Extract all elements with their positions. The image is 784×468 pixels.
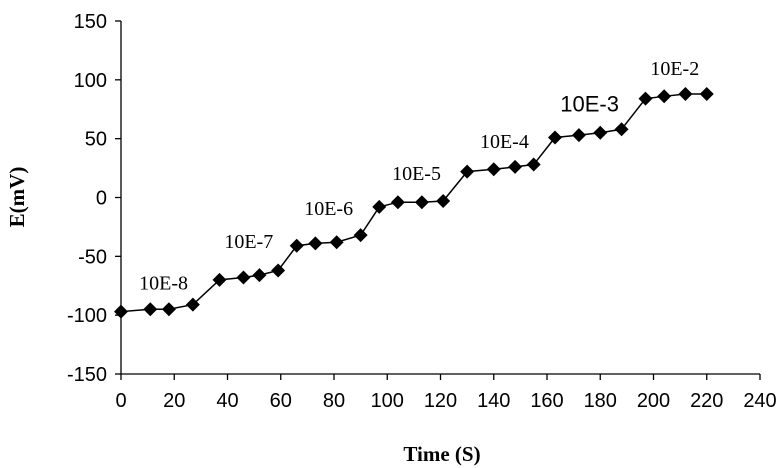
data-point-marker <box>252 268 267 283</box>
y-tick-label: -150 <box>67 364 107 386</box>
x-tick-label: 220 <box>690 390 723 412</box>
y-tick-label: -50 <box>78 246 107 268</box>
x-tick-label: 140 <box>477 390 510 412</box>
concentration-label: 10E-8 <box>139 272 188 294</box>
series-line <box>120 93 707 313</box>
data-point-marker <box>486 162 501 177</box>
data-point-marker <box>390 195 405 210</box>
data-point-marker <box>161 302 176 317</box>
data-point-marker <box>143 302 158 317</box>
annotations: 10E-8 10E-7 10E-6 10E-5 10E-4 10E-3 10E-2 <box>139 58 699 294</box>
data-point-marker <box>460 164 475 179</box>
y-tick-label: 150 <box>74 11 107 33</box>
data-point-marker <box>526 157 541 172</box>
data-point-marker <box>571 128 586 143</box>
concentration-label: 10E-4 <box>480 131 529 153</box>
data-point-marker <box>699 86 714 101</box>
y-tick-label: 100 <box>74 70 107 92</box>
data-point-marker <box>614 122 629 137</box>
x-tick-label: 60 <box>270 390 292 412</box>
data-point-marker <box>271 263 286 278</box>
x-tick-label: 80 <box>323 390 345 412</box>
data-point-marker <box>372 199 387 214</box>
y-axis-ticks: -150 -100 -50 0 50 100 150 <box>67 11 121 386</box>
x-tick-label: 120 <box>424 390 457 412</box>
data-point-marker <box>114 304 128 319</box>
data-point-marker <box>657 89 672 104</box>
data-point-marker <box>547 130 562 145</box>
data-point-marker <box>593 125 608 140</box>
data-point-marker <box>289 238 304 253</box>
data-point-marker <box>678 86 693 101</box>
concentration-label: 10E-5 <box>392 163 441 185</box>
x-tick-label: 40 <box>216 390 238 412</box>
x-tick-label: 240 <box>743 390 776 412</box>
concentration-label: 10E-2 <box>650 58 699 80</box>
data-point-marker <box>508 159 523 174</box>
x-axis-ticks: 0 20 40 60 80 100 120 140 160 180 200 220 240 <box>115 374 777 412</box>
y-tick-label: -100 <box>67 305 107 327</box>
y-axis-title: E(mV) <box>5 167 29 228</box>
x-tick-label: 180 <box>584 390 617 412</box>
y-tick-label: 50 <box>85 129 107 151</box>
data-point-marker <box>212 272 227 287</box>
data-point-marker <box>185 297 200 312</box>
data-point-marker <box>353 228 368 243</box>
x-tick-label: 0 <box>115 390 126 412</box>
x-tick-label: 20 <box>163 390 185 412</box>
x-tick-label: 100 <box>371 390 404 412</box>
data-point-marker <box>236 270 251 285</box>
x-tick-label: 200 <box>637 390 670 412</box>
data-markers <box>114 86 714 319</box>
data-point-marker <box>329 235 344 250</box>
data-point-marker <box>436 194 451 209</box>
x-axis-title: Time (S) <box>403 442 480 466</box>
data-point-marker <box>308 236 323 251</box>
concentration-label: 10E-6 <box>304 198 353 220</box>
y-tick-label: 0 <box>96 188 107 210</box>
concentration-label: 10E-3 <box>560 92 619 117</box>
x-tick-label: 160 <box>530 390 563 412</box>
data-point-marker <box>414 195 429 210</box>
data-point-marker <box>638 91 653 106</box>
concentration-label: 10E-7 <box>224 231 273 253</box>
